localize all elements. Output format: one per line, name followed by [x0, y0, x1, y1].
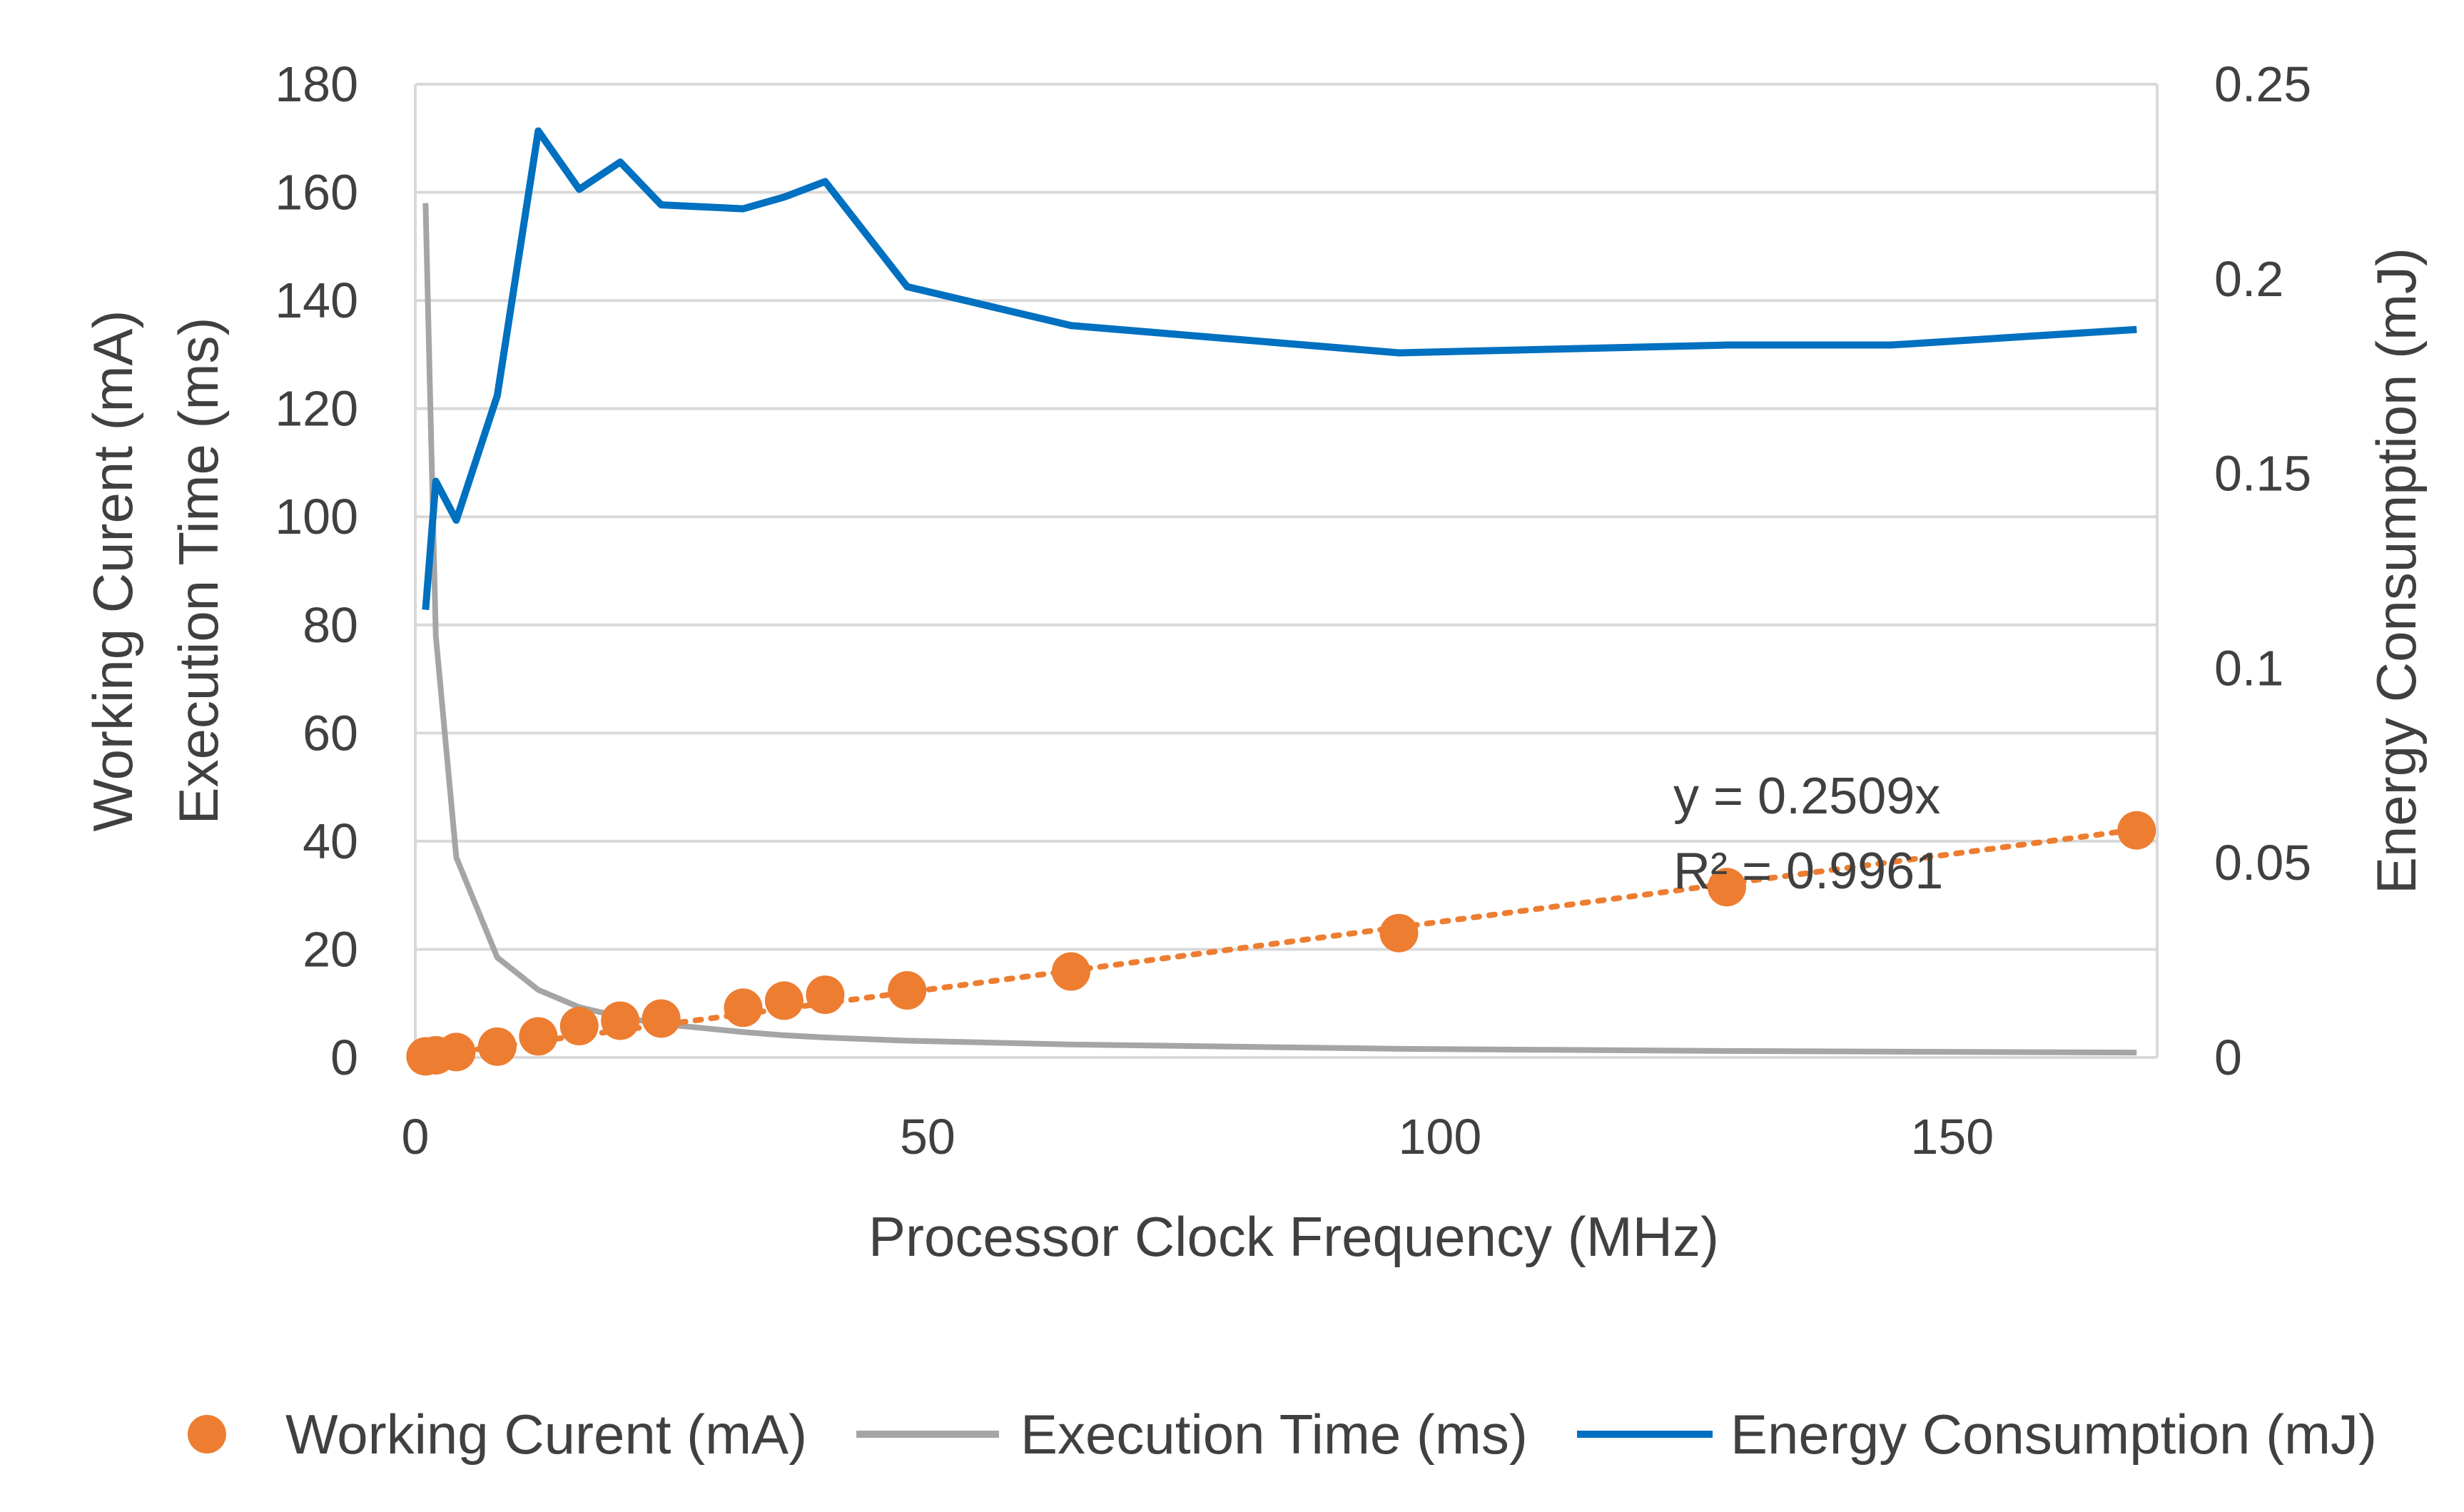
working-current-point-128: [1707, 868, 1746, 907]
y-right-tick-label-0.15: 0.15: [2214, 446, 2311, 502]
y-axis-title-left-time: Execution Time (ms): [167, 318, 230, 825]
working-current-point-32: [724, 988, 763, 1028]
working-current-point-4: [437, 1032, 476, 1072]
y-left-tick-label-120: 120: [275, 381, 358, 437]
legend-label-execution-time: Execution Time (ms): [1020, 1403, 1528, 1466]
y-left-tick-label-40: 40: [303, 813, 358, 869]
axes: [414, 84, 2159, 1057]
working-current-point-96: [1379, 913, 1419, 953]
y-right-tick-label-0.05: 0.05: [2214, 835, 2311, 891]
working-current-point-24: [642, 999, 681, 1038]
working-current-point-64: [1051, 952, 1090, 991]
working-current-point-40: [806, 975, 845, 1015]
y-left-tick-label-80: 80: [303, 597, 358, 653]
y-right-tick-label-0: 0: [2214, 1030, 2242, 1085]
legend-label-working-current: Working Curent (mA): [285, 1403, 807, 1466]
x-tick-label-0: 0: [402, 1109, 430, 1165]
trendline-working-current: [412, 826, 2140, 1060]
execution-time-line: [422, 203, 2137, 1056]
y-left-tick-label-60: 60: [303, 705, 358, 761]
y-left-tick-label-0: 0: [330, 1030, 358, 1085]
working-current-point-16: [559, 1007, 599, 1046]
trendline-equation: y = 0.2509x: [1673, 768, 1940, 825]
y-right-tick-label-0.1: 0.1: [2214, 640, 2283, 696]
y-right-tick-label-0.2: 0.2: [2214, 251, 2283, 307]
x-tick-label-50: 50: [900, 1109, 955, 1165]
y-left-tick-label-20: 20: [303, 921, 358, 977]
working-current-point-12: [519, 1017, 558, 1056]
working-current-point-168: [2117, 811, 2156, 850]
working-current-point-20: [601, 1001, 640, 1040]
y-right-tick-label-0.25: 0.25: [2214, 56, 2311, 112]
y-axis-title-left-current: Working Curent (mA): [81, 310, 144, 831]
y-left-tick-label-100: 100: [275, 489, 358, 544]
working-current-point-48: [888, 971, 927, 1010]
working-current-point-36: [764, 981, 803, 1020]
y-left-tick-label-140: 140: [275, 273, 358, 328]
energy-consumption-line: [422, 127, 2137, 610]
y-left-tick-label-180: 180: [275, 56, 358, 112]
x-axis-title: Processor Clock Frequency (MHz): [868, 1205, 1719, 1268]
trendline-r-squared: R² = 0.9961: [1673, 843, 1943, 900]
legend: Working Curent (mA) Execution Time (ms) …: [188, 1403, 2377, 1466]
x-tick-label-150: 150: [1910, 1109, 1994, 1165]
legend-label-energy-consumption: Energy Consumption (mJ): [1730, 1403, 2377, 1466]
working-current-point-8: [477, 1027, 517, 1066]
y-left-tick-label-160: 160: [275, 165, 358, 220]
gridlines: [415, 83, 2157, 1059]
labels: 0 20 40 60 80 100 120 140 160 180 0 0.05 0.1 0.15 0.2 0…: [275, 56, 2311, 1165]
x-tick-label-100: 100: [1398, 1109, 1481, 1165]
legend-marker-working-current: [188, 1415, 226, 1453]
series: [406, 127, 2156, 1076]
y-axis-title-right: Energy Consumption (mJ): [2365, 248, 2428, 894]
